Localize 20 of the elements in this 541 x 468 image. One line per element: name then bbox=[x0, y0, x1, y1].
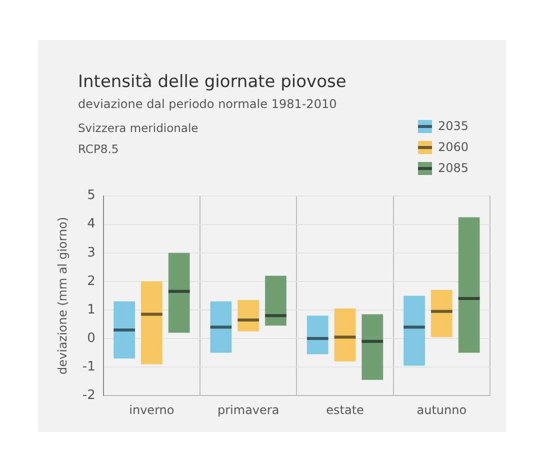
y-tick-label: -1 bbox=[82, 359, 96, 374]
y-axis-title: deviazione (mm al giorno) bbox=[55, 216, 70, 374]
y-tick-label: 4 bbox=[87, 216, 96, 232]
legend-label: 2035 bbox=[438, 118, 469, 135]
y-tick-label: 5 bbox=[87, 188, 96, 204]
y-tick-label: 2 bbox=[87, 274, 96, 289]
x-tick-label: inverno bbox=[129, 402, 174, 417]
x-tick-label: autunno bbox=[416, 402, 467, 417]
y-tick-label: 1 bbox=[87, 302, 96, 318]
chart-title: Intensità delle giornate piovose bbox=[78, 72, 346, 92]
text: RCP8.5 bbox=[78, 141, 120, 158]
legend-label: 2085 bbox=[438, 160, 469, 177]
y-tick-label: 3 bbox=[87, 245, 96, 260]
y-tick-label: 0 bbox=[87, 330, 96, 346]
chart-subtitle: deviazione dal periodo normale 1981-2010 bbox=[78, 97, 337, 111]
legend-label: 2060 bbox=[438, 139, 469, 156]
x-tick-label: primavera bbox=[218, 402, 280, 417]
x-tick-label: estate bbox=[326, 402, 364, 417]
text: Svizzera meridionale bbox=[78, 120, 198, 137]
y-tick-label: -2 bbox=[82, 388, 96, 403]
